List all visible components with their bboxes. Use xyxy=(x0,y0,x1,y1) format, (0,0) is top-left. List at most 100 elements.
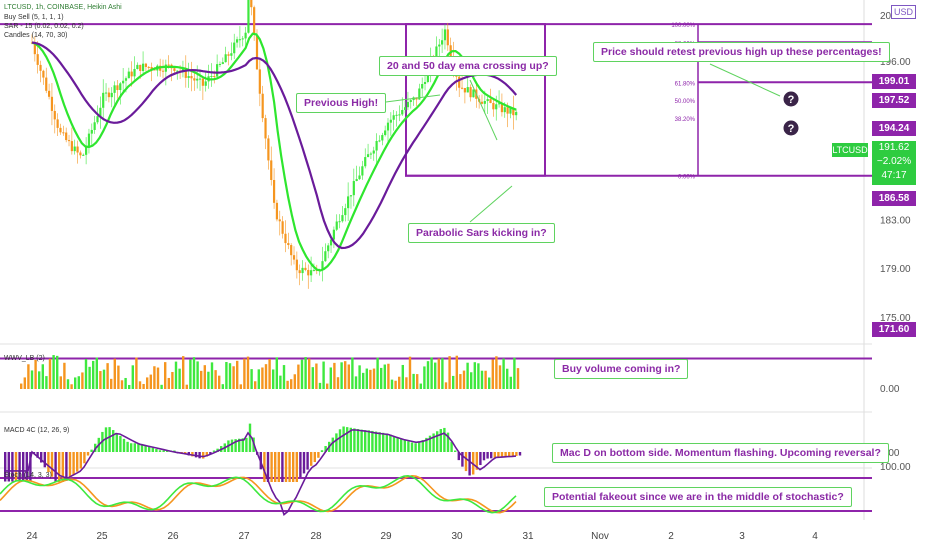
macd-bar xyxy=(454,450,457,452)
candle-body xyxy=(258,69,261,94)
macd-bar xyxy=(493,452,496,458)
volume-bar xyxy=(156,367,160,389)
macd-bar xyxy=(108,427,111,452)
candle-body xyxy=(141,63,145,71)
macd-bar xyxy=(158,450,162,452)
volume-bar xyxy=(30,370,34,389)
price-change: −2.02% xyxy=(876,156,912,167)
volume-bar xyxy=(268,359,271,389)
volume-bar xyxy=(448,356,451,389)
candle-body xyxy=(366,154,370,158)
candle-body xyxy=(275,202,279,220)
volume-bar xyxy=(297,364,300,389)
macd-bar xyxy=(518,452,522,456)
macd-bar xyxy=(425,437,428,452)
candle-body xyxy=(423,81,427,85)
volume-bar xyxy=(102,369,106,389)
candle-body xyxy=(503,107,506,113)
volume-bar xyxy=(272,369,275,389)
volume-bar xyxy=(207,371,210,389)
macd-bar xyxy=(234,439,237,452)
candle-body xyxy=(45,77,48,91)
candle-body xyxy=(401,109,404,115)
macd-bar xyxy=(443,427,446,452)
candle-body xyxy=(301,267,304,274)
candle-body xyxy=(352,181,355,196)
macd-bar xyxy=(418,442,421,452)
volume-bar xyxy=(362,372,365,389)
volume-bar xyxy=(221,384,224,389)
volume-bar xyxy=(372,368,376,389)
callout-pointer xyxy=(469,185,513,223)
candle-body xyxy=(144,63,148,67)
volume-bar xyxy=(59,376,62,389)
candle-body xyxy=(238,39,242,41)
candle-body xyxy=(495,104,498,110)
candle-body xyxy=(250,0,253,8)
macd-bar xyxy=(450,441,453,452)
macd-bar xyxy=(162,450,165,452)
stoch-d-line xyxy=(0,474,517,514)
candle-body xyxy=(253,7,256,35)
volume-bar xyxy=(376,357,379,389)
callout-macd: Mac D on bottom side. Momentum flashing.… xyxy=(552,443,889,463)
macd-bar xyxy=(79,452,82,469)
volume-bar xyxy=(416,374,419,389)
range-box xyxy=(405,23,546,177)
macd-bar xyxy=(205,452,208,457)
macd-bar xyxy=(288,452,291,482)
macd-bar xyxy=(306,452,309,470)
x-tick-label: 4 xyxy=(812,531,818,542)
macd-bar xyxy=(515,452,518,456)
last-price: 191.62 xyxy=(878,142,910,153)
candle-body xyxy=(53,110,56,120)
level-label-171: 171.60 xyxy=(872,322,916,337)
ema-50-line xyxy=(31,41,518,250)
macd-bar xyxy=(14,452,18,482)
candle-body xyxy=(403,107,407,110)
candle-body xyxy=(421,84,424,89)
macd-bar xyxy=(320,450,324,452)
candle-body xyxy=(187,76,190,78)
candle-body xyxy=(272,180,276,203)
macd-bar xyxy=(299,452,302,478)
macd-bar xyxy=(346,427,349,452)
volume-bar xyxy=(408,356,412,389)
macd-line xyxy=(4,429,517,516)
macd-bar xyxy=(72,452,75,475)
candle-body xyxy=(304,267,307,270)
volume-bar xyxy=(369,369,372,389)
fib-level-label: 38.20% xyxy=(675,117,696,123)
candle-body xyxy=(96,116,99,123)
volume-pane-title: WWV_LB (2) xyxy=(4,355,45,362)
currency-button[interactable]: USD xyxy=(891,5,917,19)
volume-bar xyxy=(351,357,354,389)
candle-body xyxy=(56,119,59,128)
volume-bar xyxy=(110,378,113,389)
candle-body xyxy=(349,195,353,197)
volume-bar xyxy=(473,362,476,389)
x-tick-label: 2 xyxy=(668,531,674,542)
candle-body xyxy=(364,157,367,167)
volume-bar xyxy=(326,383,329,389)
x-tick-label: 31 xyxy=(522,531,534,542)
macd-bar xyxy=(61,452,64,482)
volume-bar xyxy=(509,376,512,389)
candle-body xyxy=(438,44,441,47)
macd-bar xyxy=(353,428,356,452)
macd-bar xyxy=(4,452,7,482)
volume-bar xyxy=(434,362,437,389)
macd-bar xyxy=(47,452,50,473)
candle-body xyxy=(133,68,136,77)
x-tick-label: Nov xyxy=(591,531,609,542)
volume-bar xyxy=(200,370,203,389)
candle-body xyxy=(227,54,230,56)
candle-body xyxy=(176,70,179,72)
volume-bar xyxy=(495,356,498,389)
candle-body xyxy=(130,71,133,77)
candle-body xyxy=(93,122,96,130)
candle-body xyxy=(147,66,150,68)
question-mark-text: ? xyxy=(788,94,795,106)
